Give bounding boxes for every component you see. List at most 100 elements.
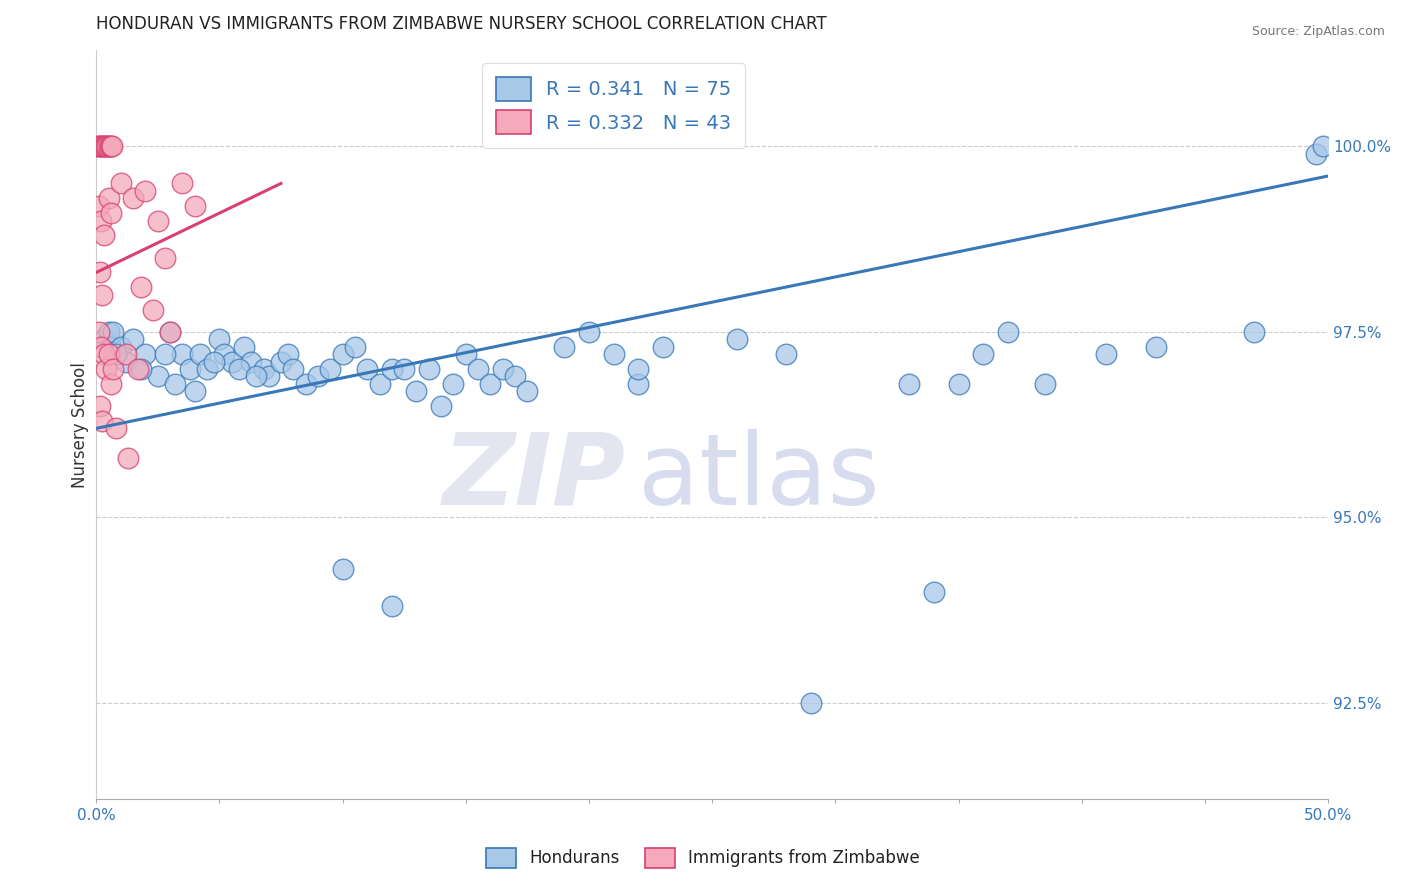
Text: HONDURAN VS IMMIGRANTS FROM ZIMBABWE NURSERY SCHOOL CORRELATION CHART: HONDURAN VS IMMIGRANTS FROM ZIMBABWE NUR… xyxy=(96,15,827,33)
Point xyxy=(127,362,149,376)
Point xyxy=(110,340,132,354)
Point xyxy=(1243,325,1265,339)
Point xyxy=(516,384,538,399)
Point xyxy=(91,139,114,153)
Point xyxy=(91,414,114,428)
Point xyxy=(443,376,465,391)
Point xyxy=(87,199,110,213)
Point xyxy=(159,325,181,339)
Point xyxy=(381,362,404,376)
Point xyxy=(94,139,117,153)
Point xyxy=(553,340,575,354)
Legend: R = 0.341   N = 75, R = 0.332   N = 43: R = 0.341 N = 75, R = 0.332 N = 43 xyxy=(482,63,745,148)
Point xyxy=(430,399,453,413)
Point xyxy=(356,362,378,376)
Point xyxy=(1144,340,1167,354)
Point xyxy=(122,332,145,346)
Point xyxy=(91,287,114,301)
Point xyxy=(467,362,489,376)
Point xyxy=(405,384,427,399)
Point xyxy=(87,325,110,339)
Point xyxy=(922,584,945,599)
Point xyxy=(172,177,194,191)
Text: Source: ZipAtlas.com: Source: ZipAtlas.com xyxy=(1251,25,1385,38)
Point xyxy=(142,302,165,317)
Point xyxy=(87,139,110,153)
Point xyxy=(159,325,181,339)
Point xyxy=(343,340,366,354)
Point xyxy=(94,139,117,153)
Point xyxy=(179,362,201,376)
Point xyxy=(898,376,921,391)
Point xyxy=(93,139,115,153)
Point xyxy=(122,191,145,205)
Point xyxy=(1033,376,1056,391)
Point xyxy=(948,376,970,391)
Point xyxy=(153,347,176,361)
Point xyxy=(381,599,404,614)
Point xyxy=(277,347,299,361)
Point xyxy=(294,376,316,391)
Legend: Hondurans, Immigrants from Zimbabwe: Hondurans, Immigrants from Zimbabwe xyxy=(479,841,927,875)
Point xyxy=(89,139,111,153)
Point xyxy=(319,362,342,376)
Point xyxy=(184,384,207,399)
Point xyxy=(129,280,152,294)
Point xyxy=(245,369,267,384)
Point xyxy=(97,139,120,153)
Point xyxy=(134,184,156,198)
Point xyxy=(1305,146,1327,161)
Point xyxy=(204,354,226,368)
Point xyxy=(94,362,117,376)
Point xyxy=(114,347,136,361)
Point xyxy=(97,325,120,339)
Point xyxy=(89,265,111,279)
Point xyxy=(208,332,231,346)
Point xyxy=(253,362,276,376)
Point xyxy=(100,376,122,391)
Point xyxy=(100,139,122,153)
Point xyxy=(368,376,391,391)
Point xyxy=(93,332,115,346)
Point xyxy=(100,340,122,354)
Point xyxy=(725,332,748,346)
Point xyxy=(98,139,121,153)
Point xyxy=(146,213,169,227)
Point xyxy=(93,228,115,243)
Point xyxy=(332,562,354,576)
Point xyxy=(228,362,250,376)
Point xyxy=(1312,139,1334,153)
Point xyxy=(104,421,127,435)
Point xyxy=(479,376,502,391)
Point xyxy=(97,191,120,205)
Point xyxy=(103,362,125,376)
Point xyxy=(240,354,263,368)
Point xyxy=(110,177,132,191)
Point xyxy=(578,325,600,339)
Point xyxy=(454,347,477,361)
Point xyxy=(153,251,176,265)
Point xyxy=(257,369,280,384)
Point xyxy=(90,139,112,153)
Point xyxy=(800,696,823,710)
Point xyxy=(188,347,211,361)
Point xyxy=(651,340,673,354)
Point xyxy=(221,354,243,368)
Point xyxy=(392,362,415,376)
Point xyxy=(997,325,1019,339)
Point xyxy=(117,450,139,465)
Point xyxy=(96,139,118,153)
Point xyxy=(93,347,115,361)
Text: atlas: atlas xyxy=(638,429,880,525)
Point xyxy=(270,354,292,368)
Point xyxy=(90,340,112,354)
Point xyxy=(184,199,207,213)
Point xyxy=(101,139,124,153)
Point xyxy=(100,206,122,220)
Point xyxy=(89,399,111,413)
Point xyxy=(97,347,120,361)
Point xyxy=(418,362,440,376)
Point xyxy=(86,139,108,153)
Point xyxy=(627,376,650,391)
Point xyxy=(972,347,994,361)
